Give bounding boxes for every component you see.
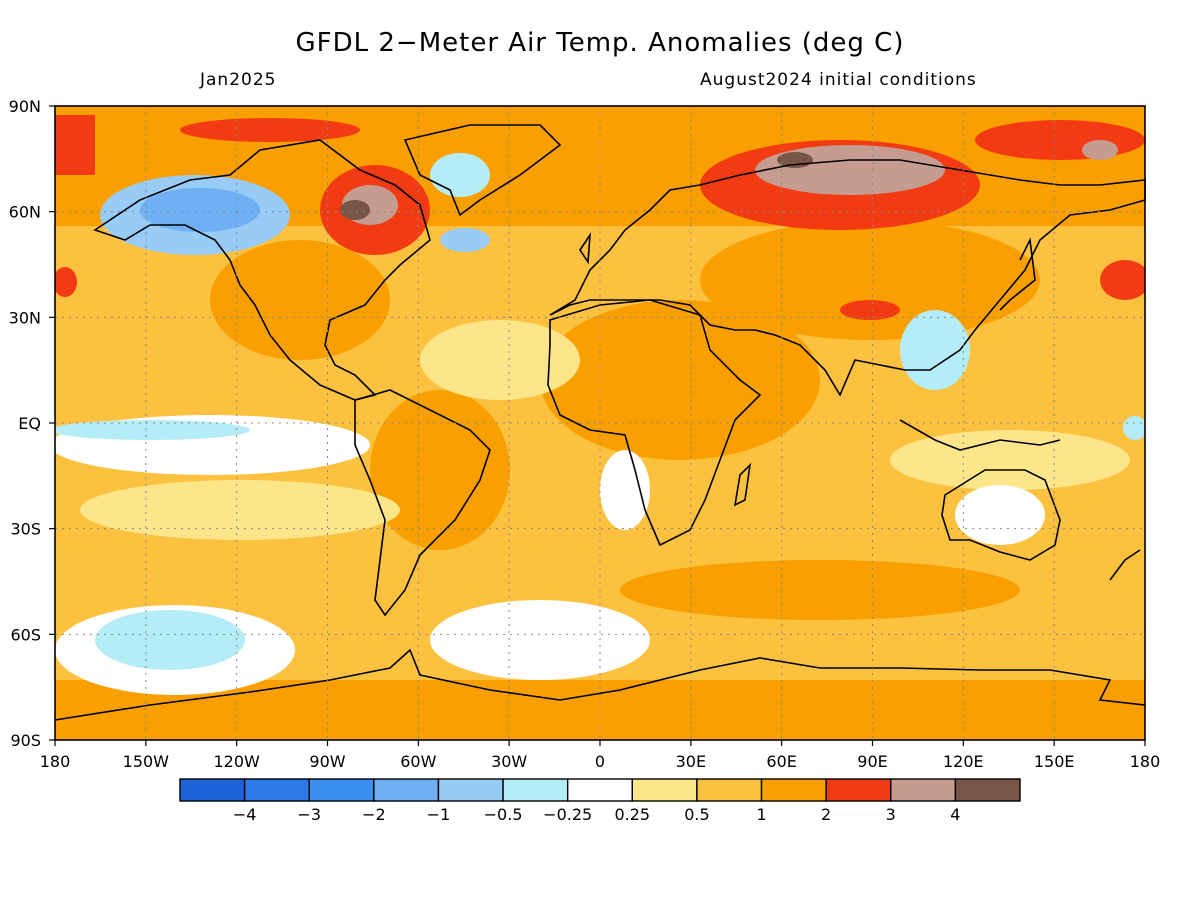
lon-label: 90W xyxy=(309,752,345,771)
lon-label: 150E xyxy=(1034,752,1075,771)
legend-label: −4 xyxy=(233,805,257,824)
japan-coast xyxy=(999,237,1036,311)
field-pacific-mild xyxy=(890,430,1130,490)
field-southern-africa-neutral xyxy=(600,450,650,530)
lat-axis-labels: 90N 60N 30N EQ 30S 60S 90S xyxy=(9,97,41,750)
lon-label: 150W xyxy=(123,752,170,771)
field-hudson-max xyxy=(340,200,370,220)
legend-swatch xyxy=(566,778,634,802)
lon-label: 120E xyxy=(943,752,984,771)
coastlines xyxy=(54,124,1146,721)
legend-label: 2 xyxy=(821,805,831,824)
lon-label: 180 xyxy=(40,752,71,771)
axis-ticks xyxy=(49,105,1146,746)
legend-swatch xyxy=(890,778,957,802)
legend-swatch xyxy=(631,778,698,802)
lat-label: EQ xyxy=(18,414,41,433)
field-arctic-extreme xyxy=(1082,140,1118,160)
legend-swatch xyxy=(502,778,569,802)
color-legend: −4 −3 −2 −1 −0.5 −0.25 0.25 0.5 1 2 3 4 xyxy=(179,778,1021,824)
field-greenland-cold xyxy=(430,153,490,197)
field-labrador-cold xyxy=(440,228,490,252)
legend-swatch xyxy=(373,778,440,802)
lon-label: 60E xyxy=(766,752,796,771)
field-south-pacific-mild xyxy=(80,480,400,540)
field-southern-ocean-warm xyxy=(620,560,1020,620)
legend-swatch xyxy=(760,778,827,802)
lat-label: 30N xyxy=(9,308,41,327)
field-canada-arctic-warm xyxy=(180,118,360,142)
graticule xyxy=(55,106,1145,740)
uk-coast xyxy=(579,232,592,265)
field-pacific-cold xyxy=(95,610,245,670)
legend-label: 4 xyxy=(950,805,960,824)
lat-label: 90N xyxy=(9,97,41,116)
lon-label: 30E xyxy=(676,752,706,771)
north-america-coast xyxy=(93,139,431,401)
map-title: GFDL 2−Meter Air Temp. Anomalies (deg C) xyxy=(295,28,905,58)
legend-swatch xyxy=(308,778,375,802)
field-atlantic-mild xyxy=(420,320,580,400)
legend-swatch xyxy=(825,778,892,802)
field-bering-warm xyxy=(55,115,95,175)
field-alaska-colder xyxy=(140,188,260,232)
lon-label: 0 xyxy=(595,752,605,771)
lat-label: 60N xyxy=(9,203,41,222)
initial-conditions-label: August2024 initial conditions xyxy=(700,70,977,90)
legend-label: 1 xyxy=(756,805,766,824)
greenland-coast xyxy=(403,124,562,217)
lon-label: 30W xyxy=(491,752,527,771)
field-north-pacific-warm xyxy=(55,267,77,297)
antarctica-coast xyxy=(54,648,1146,721)
lon-label: 60W xyxy=(400,752,436,771)
field-west-pacific-cold xyxy=(1123,416,1145,440)
lat-label: 60S xyxy=(10,625,41,644)
field-tibet-warm xyxy=(840,300,900,320)
new-zealand-coast xyxy=(1109,549,1141,581)
europe-asia-coast xyxy=(549,159,1146,397)
field-samerica-warm xyxy=(370,390,510,550)
lon-label: 120W xyxy=(213,752,260,771)
lon-axis-labels: 180 150W 120W 90W 60W 30W 0 30E 60E 90E 120E 150E 18… xyxy=(40,752,1161,771)
lat-label: 90S xyxy=(10,731,41,750)
field-asia-warm xyxy=(700,220,1040,340)
legend-swatch xyxy=(437,778,504,802)
legend-label: −2 xyxy=(362,805,386,824)
field-siberia-max xyxy=(777,152,813,168)
field-arctic-warm xyxy=(975,120,1145,160)
field-africa-warm xyxy=(540,300,820,460)
madagascar-coast xyxy=(733,462,752,507)
field-kuril-warm xyxy=(1100,260,1145,300)
legend-label: 3 xyxy=(886,805,896,824)
legend-label: −0.5 xyxy=(484,805,523,824)
legend-label: −0.25 xyxy=(543,805,592,824)
south-america-coast xyxy=(354,389,491,617)
australia-coast xyxy=(941,469,1061,561)
indonesia-coast xyxy=(899,419,1061,451)
valid-month-label: Jan2025 xyxy=(200,70,277,90)
legend-swatch xyxy=(954,778,1021,802)
legend-swatch xyxy=(179,778,246,802)
legend-swatch xyxy=(696,778,763,802)
legend-swatch xyxy=(243,778,310,802)
legend-label: 0.5 xyxy=(684,805,709,824)
legend-label: 0.25 xyxy=(614,805,650,824)
field-south-atlantic-neutral xyxy=(430,600,650,680)
field-usa-warm xyxy=(210,240,390,360)
field-siberia-extreme xyxy=(755,145,945,195)
field-equatorial-cold xyxy=(55,420,250,440)
lat-label: 30S xyxy=(10,520,41,539)
lon-label: 180 xyxy=(1130,752,1161,771)
legend-label: −1 xyxy=(427,805,451,824)
africa-coast xyxy=(547,299,762,547)
field-australia-neutral xyxy=(955,485,1045,545)
lon-label: 90E xyxy=(857,752,887,771)
legend-label: −3 xyxy=(297,805,321,824)
